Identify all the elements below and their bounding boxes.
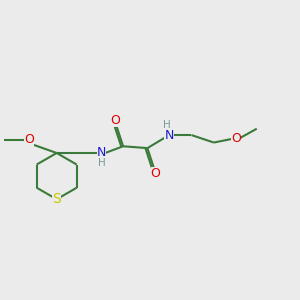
Text: O: O	[24, 134, 34, 146]
Text: N: N	[164, 129, 174, 142]
Text: O: O	[231, 132, 241, 145]
Text: O: O	[151, 167, 160, 180]
Text: N: N	[97, 146, 106, 160]
Text: H: H	[98, 158, 105, 168]
Text: S: S	[52, 192, 61, 206]
Text: O: O	[110, 114, 120, 128]
Text: H: H	[163, 120, 171, 130]
